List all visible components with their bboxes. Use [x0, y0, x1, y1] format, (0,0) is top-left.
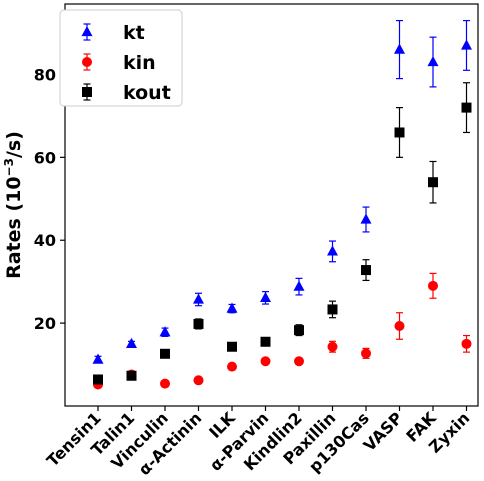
data-point-kt — [394, 43, 405, 54]
data-point-kt — [360, 213, 372, 224]
data-point-kin — [294, 356, 304, 367]
legend-label-kt: kt — [123, 22, 145, 44]
data-point-kt — [327, 245, 338, 256]
data-point-kout — [260, 336, 271, 347]
data-point-kin — [461, 338, 472, 349]
plot-area — [92, 19, 472, 390]
y-tick-label: 20 — [34, 314, 56, 333]
data-point-kout — [394, 127, 405, 138]
data-point-kout — [93, 374, 103, 385]
legend-marker-kout — [82, 87, 92, 97]
data-point-kin — [394, 321, 405, 332]
data-point-kout — [227, 341, 237, 352]
legend: kt kin kout — [59, 9, 183, 107]
y-tick-label: 40 — [34, 231, 56, 250]
data-point-kt — [126, 337, 137, 348]
data-point-kin — [193, 375, 204, 386]
data-point-kin — [327, 341, 338, 352]
data-point-kout — [327, 304, 338, 315]
legend-label-kin: kin — [123, 52, 156, 74]
data-point-kt — [193, 293, 204, 304]
data-point-kout — [461, 102, 472, 113]
legend-marker-kin — [82, 57, 92, 67]
data-point-kin — [160, 378, 170, 389]
data-point-kin — [260, 356, 271, 367]
plot-frame — [64, 3, 479, 407]
legend-label-kout: kout — [123, 82, 171, 104]
data-point-kt — [293, 280, 305, 291]
y-axis-label: Rates (10−3/s) — [2, 131, 25, 279]
y-tick-label: 60 — [34, 148, 56, 167]
data-point-kt — [461, 39, 472, 50]
legend-marker-kt — [81, 25, 93, 37]
data-point-kt — [92, 353, 104, 364]
data-point-kout — [193, 318, 204, 329]
data-point-kt — [159, 326, 171, 337]
data-point-kin — [227, 361, 237, 372]
data-point-kt — [427, 55, 439, 67]
data-point-kout — [126, 370, 137, 381]
data-point-kin — [361, 348, 371, 359]
data-point-kt — [260, 291, 271, 302]
data-point-kout — [294, 325, 304, 336]
series-kt — [92, 19, 472, 364]
data-point-kin — [428, 280, 438, 291]
data-point-kout — [160, 348, 170, 359]
x-tick-label: VASP — [360, 408, 407, 455]
series-kout — [93, 82, 472, 385]
y-tick-label: 80 — [34, 65, 56, 84]
series-kin — [93, 272, 472, 390]
data-point-kout — [361, 265, 371, 276]
data-point-kt — [226, 302, 238, 313]
data-point-kout — [428, 177, 438, 188]
